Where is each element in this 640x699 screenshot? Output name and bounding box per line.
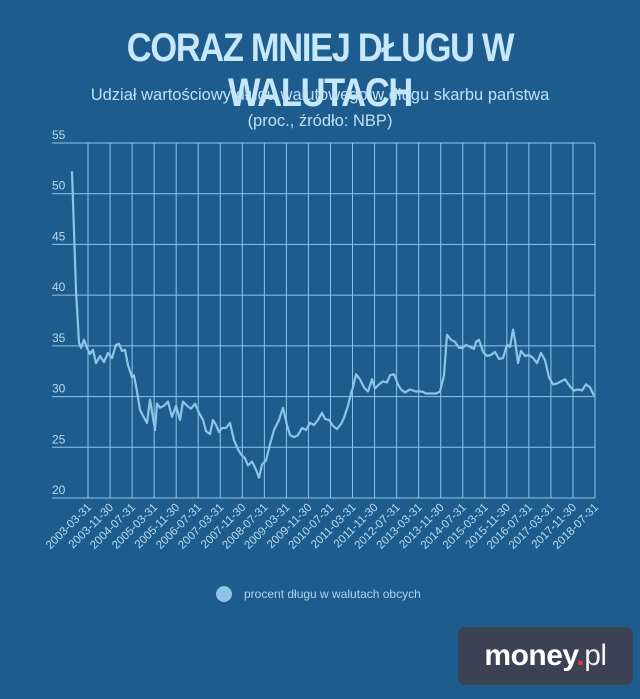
y-tick-label: 45 [52,229,66,243]
legend: procent długu w walutach obcych [216,586,421,602]
logo-brand: money [484,639,577,672]
data-line [70,171,595,479]
y-tick-label: 20 [52,483,66,497]
x-axis: 2003-03-312003-11-302004-07-312005-03-31… [44,502,601,552]
line-chart: 20 25 30 35 40 45 50 55 2003-03-312003-11-30200… [44,128,601,552]
logo-tld: pl [584,639,607,672]
chart-source-note: (proc., źródło: NBP) [247,112,393,130]
brand-logo: money.pl [458,627,633,685]
y-tick-label: 50 [52,179,66,193]
y-tick-label: 35 [52,331,66,345]
logo-dot: . [576,639,585,672]
y-tick-label: 30 [52,382,66,396]
page-title: CORAZ MNIEJ DŁUGU W WALUTACH [126,26,515,115]
y-axis: 20 25 30 35 40 45 50 55 [52,128,66,497]
chart-grid [52,142,596,499]
legend-label: procent długu w walutach obcych [244,587,421,601]
chart-subtitle: Udział wartościowy długu walutowego w dł… [90,86,550,104]
legend-marker-icon [216,586,232,602]
y-tick-label: 40 [52,280,66,294]
logo-text: money.pl [484,639,607,673]
y-tick-label: 55 [52,128,66,142]
y-tick-label: 25 [52,432,66,446]
